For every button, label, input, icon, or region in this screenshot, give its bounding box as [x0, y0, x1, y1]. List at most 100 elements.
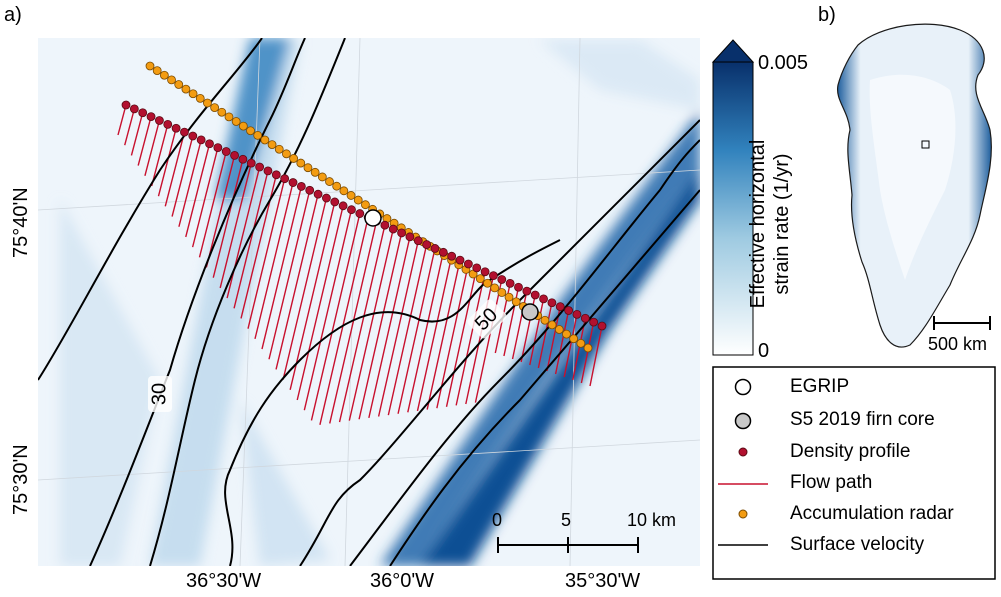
flow-path-line	[529, 298, 545, 366]
density-profile-point	[146, 112, 156, 122]
density-profile-point	[489, 271, 498, 280]
flow-path-line	[289, 201, 336, 390]
flow-path-line	[436, 263, 470, 409]
inset-scalebar-label: 500 km	[928, 334, 988, 354]
density-profile-point	[238, 154, 248, 164]
colorbar-gradient	[712, 61, 754, 356]
accumulation-radar-point	[583, 343, 593, 353]
density-profile-point	[330, 197, 340, 207]
flow-path-line	[426, 259, 461, 410]
scalebar-tick-0: 0	[492, 510, 503, 530]
legend-label-density: Density profile	[790, 441, 911, 462]
density-profile-point	[514, 282, 523, 292]
flow-path-line	[268, 190, 311, 360]
accumulation-radar-point	[289, 154, 299, 163]
contour-label-group: 30 50	[148, 299, 507, 412]
accumulation-radar-point	[203, 98, 212, 108]
density-profile-point	[430, 244, 440, 253]
accumulation-radar-point	[554, 325, 564, 334]
density-profile-point	[597, 321, 607, 331]
accumulation-radar-point	[490, 283, 500, 293]
density-profile-point	[397, 228, 406, 238]
flow-path-line	[198, 151, 227, 258]
density-profile-point	[522, 286, 532, 296]
density-profile-point	[497, 275, 507, 284]
flow-path-line	[329, 221, 378, 424]
flow-path-line	[117, 104, 127, 136]
density-profile-point	[205, 139, 214, 149]
flow-path-line	[130, 112, 144, 156]
legend-symbol-density	[738, 447, 748, 457]
density-profile-point	[413, 236, 423, 246]
s5-core-marker	[521, 303, 539, 321]
flow-path-line	[137, 116, 152, 166]
density-profile-point	[455, 255, 465, 265]
density-profile-point	[547, 298, 557, 308]
flow-path-line	[254, 182, 294, 340]
accumulation-radar-point	[303, 163, 313, 173]
accumulation-radar-point	[504, 292, 514, 302]
density-profile-point	[405, 232, 415, 242]
flow-path-line	[589, 325, 603, 387]
flow-path-line	[247, 178, 286, 329]
flow-path-line	[303, 209, 353, 411]
flow-path-line	[397, 248, 436, 414]
flow-path-line	[319, 217, 369, 425]
flow-path-line	[377, 240, 419, 417]
x-tick-label: 35°30'W	[565, 570, 641, 592]
accumulation-radar-point	[238, 121, 248, 131]
density-profile-point	[472, 263, 482, 273]
legend-label-radar: Accumulation radar	[790, 503, 954, 524]
accumulation-radar-point	[540, 315, 550, 325]
density-profile-point	[138, 108, 148, 118]
accumulation-radar-point	[310, 167, 320, 177]
velocity-contour	[349, 139, 700, 566]
density-profile-point	[155, 116, 164, 125]
accumulation-radar-point	[145, 61, 155, 71]
density-profile-point	[163, 119, 173, 129]
density-profile-point	[246, 158, 256, 168]
surface-velocity-contours	[38, 38, 700, 566]
legend-symbol-egrip	[734, 378, 752, 396]
density-profile-point	[564, 306, 573, 315]
accumulation-radar-point	[562, 329, 571, 339]
colorbar-extend-arrow	[711, 39, 755, 63]
legend-label-egrip: EGRIP	[790, 376, 850, 397]
flow-path-line	[219, 162, 252, 289]
density-profile-point	[580, 313, 590, 323]
density-profile-point	[589, 317, 599, 327]
x-tick-label: 36°30'W	[186, 570, 262, 592]
density-profile-point	[447, 251, 457, 261]
accumulation-radar-point	[346, 191, 356, 200]
flow-path-line	[171, 135, 194, 217]
flow-path-line	[261, 186, 303, 350]
panel-b-label: b)	[818, 4, 836, 26]
density-profile-point	[255, 162, 265, 172]
legend-symbol-s5	[734, 412, 752, 430]
density-profile-point	[221, 147, 231, 156]
colorbar-min-label: 0	[758, 340, 770, 362]
accumulation-radar-point	[210, 103, 220, 113]
flow-path-line	[554, 310, 570, 375]
accumulation-radar-point	[361, 200, 370, 210]
density-profile-point	[296, 182, 306, 191]
accumulation-radar-point	[267, 140, 277, 149]
density-profile-point	[263, 166, 273, 176]
accumulation-radar-point	[475, 274, 485, 284]
flow-path-line	[474, 279, 503, 403]
density-profile-point	[572, 309, 582, 319]
flow-path-line	[275, 194, 319, 370]
density-profile-point	[463, 259, 473, 269]
flow-path-line	[416, 256, 453, 412]
contour-label-30: 30	[148, 383, 170, 405]
legend-symbol-radar	[738, 509, 748, 519]
density-profile-point	[388, 224, 398, 234]
accumulation-radar-point	[296, 158, 306, 168]
velocity-contour	[89, 38, 306, 566]
velocity-contour	[389, 189, 700, 566]
flow-path-line	[144, 120, 161, 176]
accumulation-radar-point	[253, 130, 263, 140]
density-profile-point	[347, 205, 356, 215]
